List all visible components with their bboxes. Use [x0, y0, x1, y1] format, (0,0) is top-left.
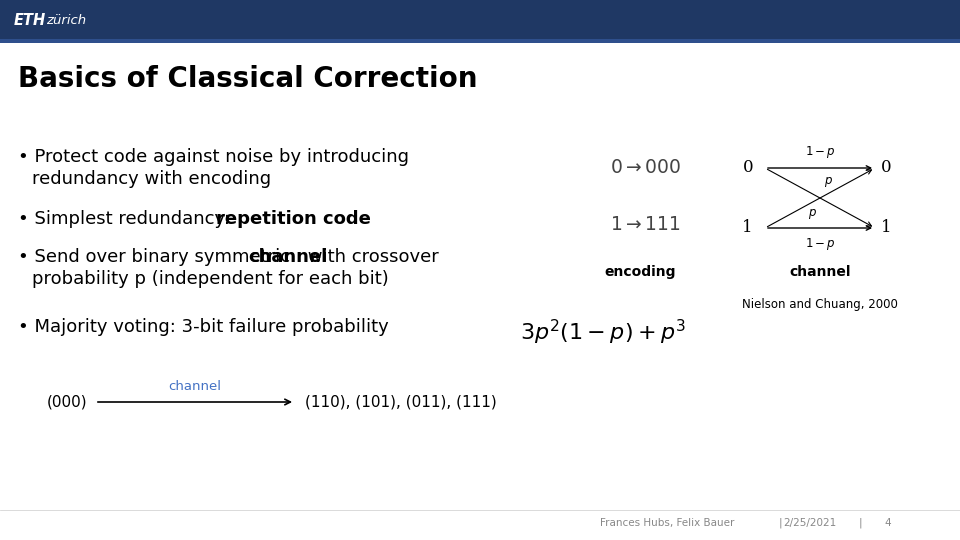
Text: encoding: encoding — [604, 265, 676, 279]
Bar — [0, 0, 960, 39]
Text: channel: channel — [789, 265, 851, 279]
Text: Frances Hubs, Felix Bauer: Frances Hubs, Felix Bauer — [600, 518, 734, 528]
Text: channel: channel — [248, 248, 327, 266]
Text: $0 \rightarrow 000$: $0 \rightarrow 000$ — [610, 159, 682, 177]
Text: Basics of Classical Correction: Basics of Classical Correction — [18, 65, 477, 93]
Text: $p$: $p$ — [807, 207, 816, 221]
Text: 0: 0 — [881, 159, 892, 177]
Text: $1-p$: $1-p$ — [804, 236, 835, 252]
Text: (000): (000) — [46, 395, 87, 409]
Text: probability p (independent for each bit): probability p (independent for each bit) — [32, 270, 389, 288]
Text: (110), (101), (011), (111): (110), (101), (011), (111) — [305, 395, 496, 409]
Text: channel: channel — [169, 380, 222, 393]
Text: 1: 1 — [742, 219, 753, 237]
Text: 1: 1 — [881, 219, 892, 237]
Text: $1-p$: $1-p$ — [804, 144, 835, 160]
Text: Nielson and Chuang, 2000: Nielson and Chuang, 2000 — [742, 298, 898, 311]
Text: $3p^2(1-p)+p^3$: $3p^2(1-p)+p^3$ — [520, 318, 685, 347]
Bar — [0, 39, 960, 43]
Text: 4: 4 — [885, 518, 891, 528]
Text: with crossover: with crossover — [302, 248, 439, 266]
Text: |: | — [779, 518, 781, 528]
Text: • Send over binary symmetric: • Send over binary symmetric — [18, 248, 296, 266]
Text: 2/25/2021: 2/25/2021 — [783, 518, 836, 528]
Text: redundancy with encoding: redundancy with encoding — [32, 170, 271, 188]
Text: $p$: $p$ — [824, 175, 832, 189]
Text: • Protect code against noise by introducing: • Protect code against noise by introduc… — [18, 148, 409, 166]
Text: |: | — [858, 518, 862, 528]
Text: • Simplest redundancy:: • Simplest redundancy: — [18, 210, 236, 228]
Text: zürich: zürich — [46, 14, 86, 26]
Text: repetition code: repetition code — [216, 210, 371, 228]
Text: • Majority voting: 3-bit failure probability: • Majority voting: 3-bit failure probabi… — [18, 318, 389, 336]
Text: 0: 0 — [742, 159, 753, 177]
Text: ETH: ETH — [14, 13, 46, 28]
Text: $1 \rightarrow 111$: $1 \rightarrow 111$ — [610, 216, 681, 234]
